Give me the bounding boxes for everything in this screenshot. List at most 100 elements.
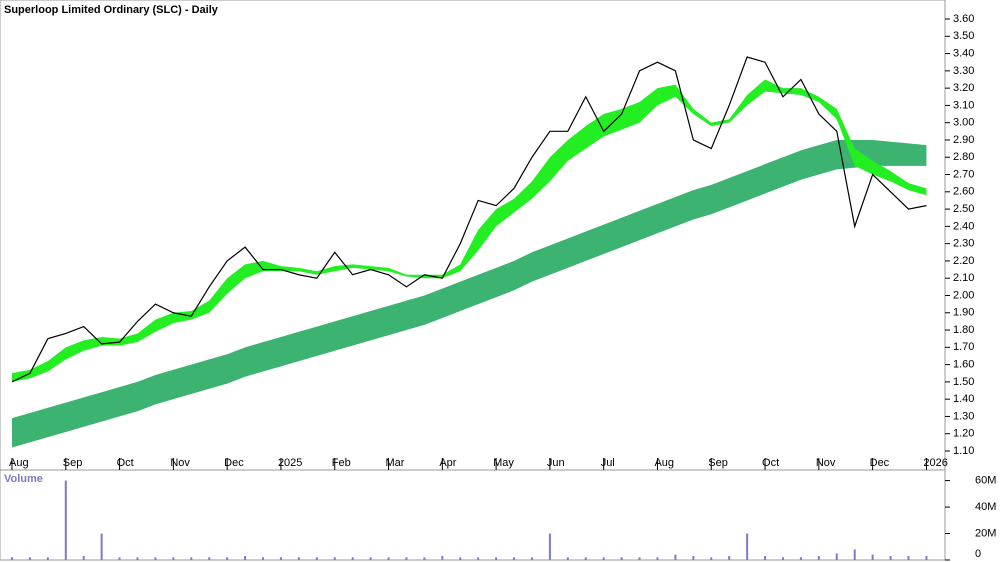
y-tick-label: 1.70 <box>953 341 974 353</box>
y-tick-label: 1.20 <box>953 428 974 440</box>
y-tick-label: 1.40 <box>953 393 974 405</box>
volume-bar <box>566 557 569 560</box>
price-line <box>11 56 927 383</box>
volume-bar <box>423 557 426 560</box>
x-tick-label: Dec <box>870 457 890 469</box>
x-tick-label: Oct <box>117 457 134 469</box>
y-tick-label: 0 <box>975 548 981 560</box>
volume-bar <box>925 556 928 560</box>
volume-bar <box>530 557 533 560</box>
y-tick-label: 2.90 <box>953 134 974 146</box>
y-tick-label: 3.50 <box>953 30 974 42</box>
volume-bar <box>728 556 731 560</box>
ribbon <box>12 79 927 382</box>
x-tick-label: Sep <box>63 457 83 469</box>
volume-bar <box>781 557 784 560</box>
volume-bar <box>100 533 103 560</box>
volume-bar <box>154 557 157 560</box>
volume-bar <box>369 557 372 560</box>
volume-bar <box>799 557 802 560</box>
volume-bar <box>297 557 300 560</box>
x-tick-label: Feb <box>332 457 351 469</box>
volume-bar <box>459 557 462 560</box>
x-tick-label: Nov <box>170 457 190 469</box>
volume-bar <box>262 557 265 560</box>
y-tick-label: 60M <box>975 474 996 486</box>
volume-bar <box>441 556 444 560</box>
volume-bar <box>351 557 354 560</box>
volume-bar <box>584 557 587 560</box>
volume-title: Volume <box>4 473 43 485</box>
volume-bar <box>28 557 31 560</box>
volume-bar <box>477 557 480 560</box>
volume-pane <box>0 469 946 561</box>
y-tick-label: 2.70 <box>953 168 974 180</box>
volume-bar <box>548 533 551 560</box>
x-tick-label: Mar <box>386 457 405 469</box>
volume-bar <box>764 556 767 560</box>
y-tick-label: 3.40 <box>953 47 974 59</box>
y-tick-label: 1.60 <box>953 359 974 371</box>
y-tick-label: 1.90 <box>953 307 974 319</box>
volume-bar <box>244 556 247 560</box>
y-tick-label: 20M <box>975 527 996 539</box>
volume-bar <box>190 557 193 560</box>
y-tick-label: 3.00 <box>953 117 974 129</box>
volume-bar <box>817 556 820 560</box>
volume-bar <box>907 556 910 560</box>
ribbon <box>12 139 927 448</box>
volume-bar <box>405 557 408 560</box>
volume-bar <box>692 556 695 560</box>
volume-bar <box>638 557 641 560</box>
y-tick-label: 2.80 <box>953 151 974 163</box>
chart-title: Superloop Limited Ordinary (SLC) - Daily <box>4 4 219 16</box>
x-tick-label: Aug <box>9 457 29 469</box>
x-tick-label: Apr <box>439 457 456 469</box>
x-tick-label: Jul <box>601 457 615 469</box>
y-tick-label: 2.40 <box>953 220 974 232</box>
volume-bar <box>387 557 390 560</box>
volume-bar <box>674 554 677 560</box>
y-tick-label: 1.50 <box>953 376 974 388</box>
y-tick-label: 40M <box>975 501 996 513</box>
x-tick-label: Aug <box>654 457 674 469</box>
x-tick-label: Jun <box>547 457 565 469</box>
y-tick-label: 2.30 <box>953 238 974 250</box>
y-tick-label: 1.10 <box>953 445 974 457</box>
y-tick-label: 3.20 <box>953 82 974 94</box>
volume-bar <box>853 549 856 560</box>
volume-bar <box>889 556 892 560</box>
volume-bar <box>333 557 336 560</box>
volume-bar <box>82 556 85 560</box>
volume-bar <box>315 557 318 560</box>
x-tick-label: Nov <box>816 457 836 469</box>
x-tick-label: Oct <box>762 457 779 469</box>
volume-bar <box>11 557 13 560</box>
volume-bar <box>602 557 605 560</box>
volume-bar <box>495 557 498 560</box>
volume-bar <box>656 557 659 560</box>
volume-bar <box>835 553 838 560</box>
y-tick-label: 2.00 <box>953 289 974 301</box>
volume-bar <box>226 557 229 560</box>
volume-bar <box>279 557 282 560</box>
x-tick-label: Dec <box>224 457 244 469</box>
volume-bar <box>46 557 49 560</box>
y-tick-label: 2.60 <box>953 186 974 198</box>
y-tick-label: 1.30 <box>953 410 974 422</box>
volume-bar <box>136 557 139 560</box>
y-tick-label: 1.80 <box>953 324 974 336</box>
y-tick-label: 3.60 <box>953 13 974 25</box>
y-tick-label: 2.20 <box>953 255 974 267</box>
y-tick-label: 2.50 <box>953 203 974 215</box>
y-tick-label: 3.10 <box>953 99 974 111</box>
volume-bar <box>208 557 211 560</box>
volume-bar <box>64 480 67 560</box>
volume-bar <box>871 554 874 560</box>
y-tick-label: 2.10 <box>953 272 974 284</box>
volume-bar <box>172 557 175 560</box>
x-tick-label: Sep <box>708 457 728 469</box>
volume-bar <box>513 557 516 560</box>
x-tick-label: May <box>493 457 514 469</box>
